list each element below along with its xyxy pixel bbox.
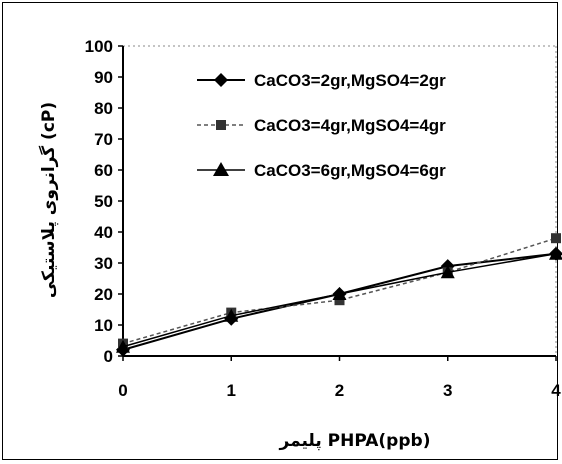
series-2-point (551, 233, 561, 244)
x-tick-label: 2 (335, 381, 344, 400)
series-3-point (332, 287, 347, 300)
series-line-2 (122, 237, 557, 345)
y-axis-label: گرانروی پلاستیکی (cP) (38, 102, 59, 298)
y-tick-label: 0 (104, 347, 113, 366)
legend-marker-2 (216, 120, 226, 130)
series-3-point (440, 265, 455, 279)
y-tick-label: 50 (94, 192, 113, 211)
chart-frame (2, 2, 558, 460)
x-ticks: 0 1 2 3 4 (118, 356, 561, 400)
legend-marker-3 (213, 162, 229, 176)
y-tick-label: 60 (94, 161, 113, 180)
legend-marker-1 (214, 73, 228, 87)
x-axis-label: پلیمر PHPA(ppb) (279, 431, 431, 451)
legend-label-2: CaCO3=4gr,MgSO4=4gr (254, 116, 446, 135)
x-tick-label: 3 (443, 381, 452, 400)
legend-label-1: CaCO3=2gr,MgSO4=2gr (254, 71, 446, 90)
series-3-point (116, 339, 130, 353)
series-2-point (334, 295, 345, 306)
series-3-point (549, 246, 562, 260)
y-tick-label: 80 (94, 99, 113, 118)
y-tick-label: 100 (85, 37, 113, 56)
x-tick-label: 4 (551, 381, 561, 400)
series-3-point (224, 308, 239, 322)
y-tick-label: 30 (94, 254, 113, 273)
x-tick-label: 1 (227, 381, 236, 400)
y-tick-label: 70 (94, 130, 113, 149)
series-layer (116, 233, 562, 357)
y-tick-label: 20 (94, 285, 113, 304)
y-tick-label: 40 (94, 223, 113, 242)
legend: CaCO3=2gr,MgSO4=2gr CaCO3=4gr,MgSO4=4gr … (197, 71, 446, 180)
y-tick-label: 90 (94, 68, 113, 87)
legend-label-3: CaCO3=6gr,MgSO4=6gr (254, 161, 446, 180)
y-tick-label: 10 (94, 316, 113, 335)
y-ticks: 0 10 20 30 40 50 60 70 80 90 100 (85, 37, 123, 366)
x-tick-label: 0 (118, 381, 127, 400)
